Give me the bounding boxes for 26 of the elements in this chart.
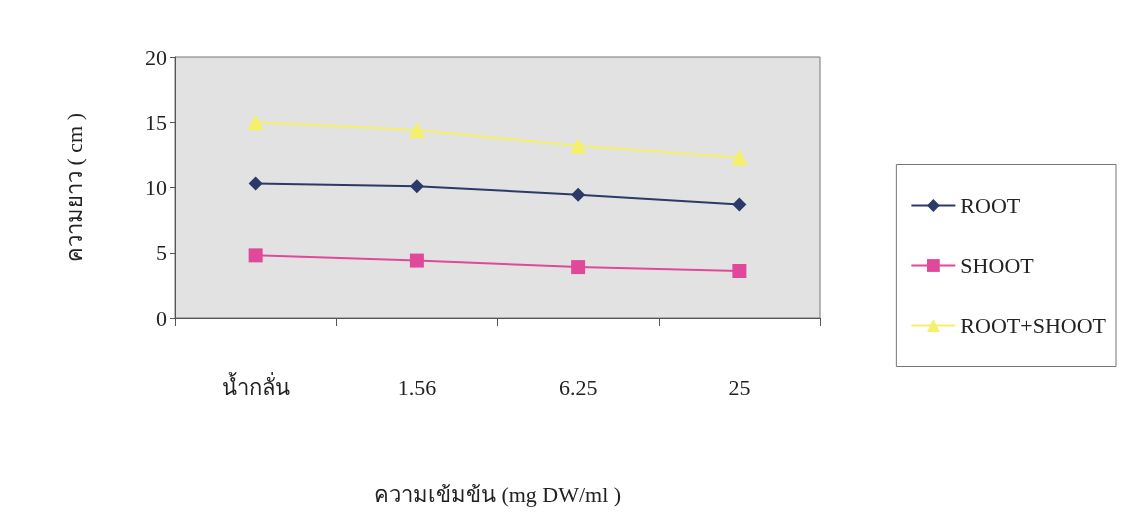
point xyxy=(247,114,264,131)
x-tick-label: 1.56 xyxy=(397,374,437,400)
y-tick-label: 10 xyxy=(145,175,167,200)
x-tick-label: 6.25 xyxy=(558,374,598,400)
point xyxy=(248,176,263,191)
point xyxy=(248,248,263,263)
y-tick-label: 15 xyxy=(145,109,167,135)
point xyxy=(731,149,748,166)
legend-label: ROOT+SHOOT xyxy=(960,313,1107,338)
x-axis-title: ความเข้มข้น (mg DW/ml ) xyxy=(373,481,622,507)
x-tick-label: 25 xyxy=(728,374,751,400)
point xyxy=(409,253,424,268)
point xyxy=(571,187,586,202)
point xyxy=(408,122,425,139)
y-tick-label: 20 xyxy=(145,44,167,70)
point xyxy=(732,264,747,279)
point xyxy=(409,179,424,194)
legend-label: ROOT xyxy=(960,193,1021,218)
point xyxy=(570,137,587,154)
y-axis-title: ความยาว ( cm ) xyxy=(61,112,87,263)
y-tick-label: 5 xyxy=(156,240,167,266)
y-tick-label: 0 xyxy=(156,305,167,331)
legend-label: SHOOT xyxy=(960,253,1035,278)
point xyxy=(571,260,586,275)
x-tick-label: น้ำกลั่น xyxy=(221,371,290,400)
point xyxy=(732,197,747,212)
